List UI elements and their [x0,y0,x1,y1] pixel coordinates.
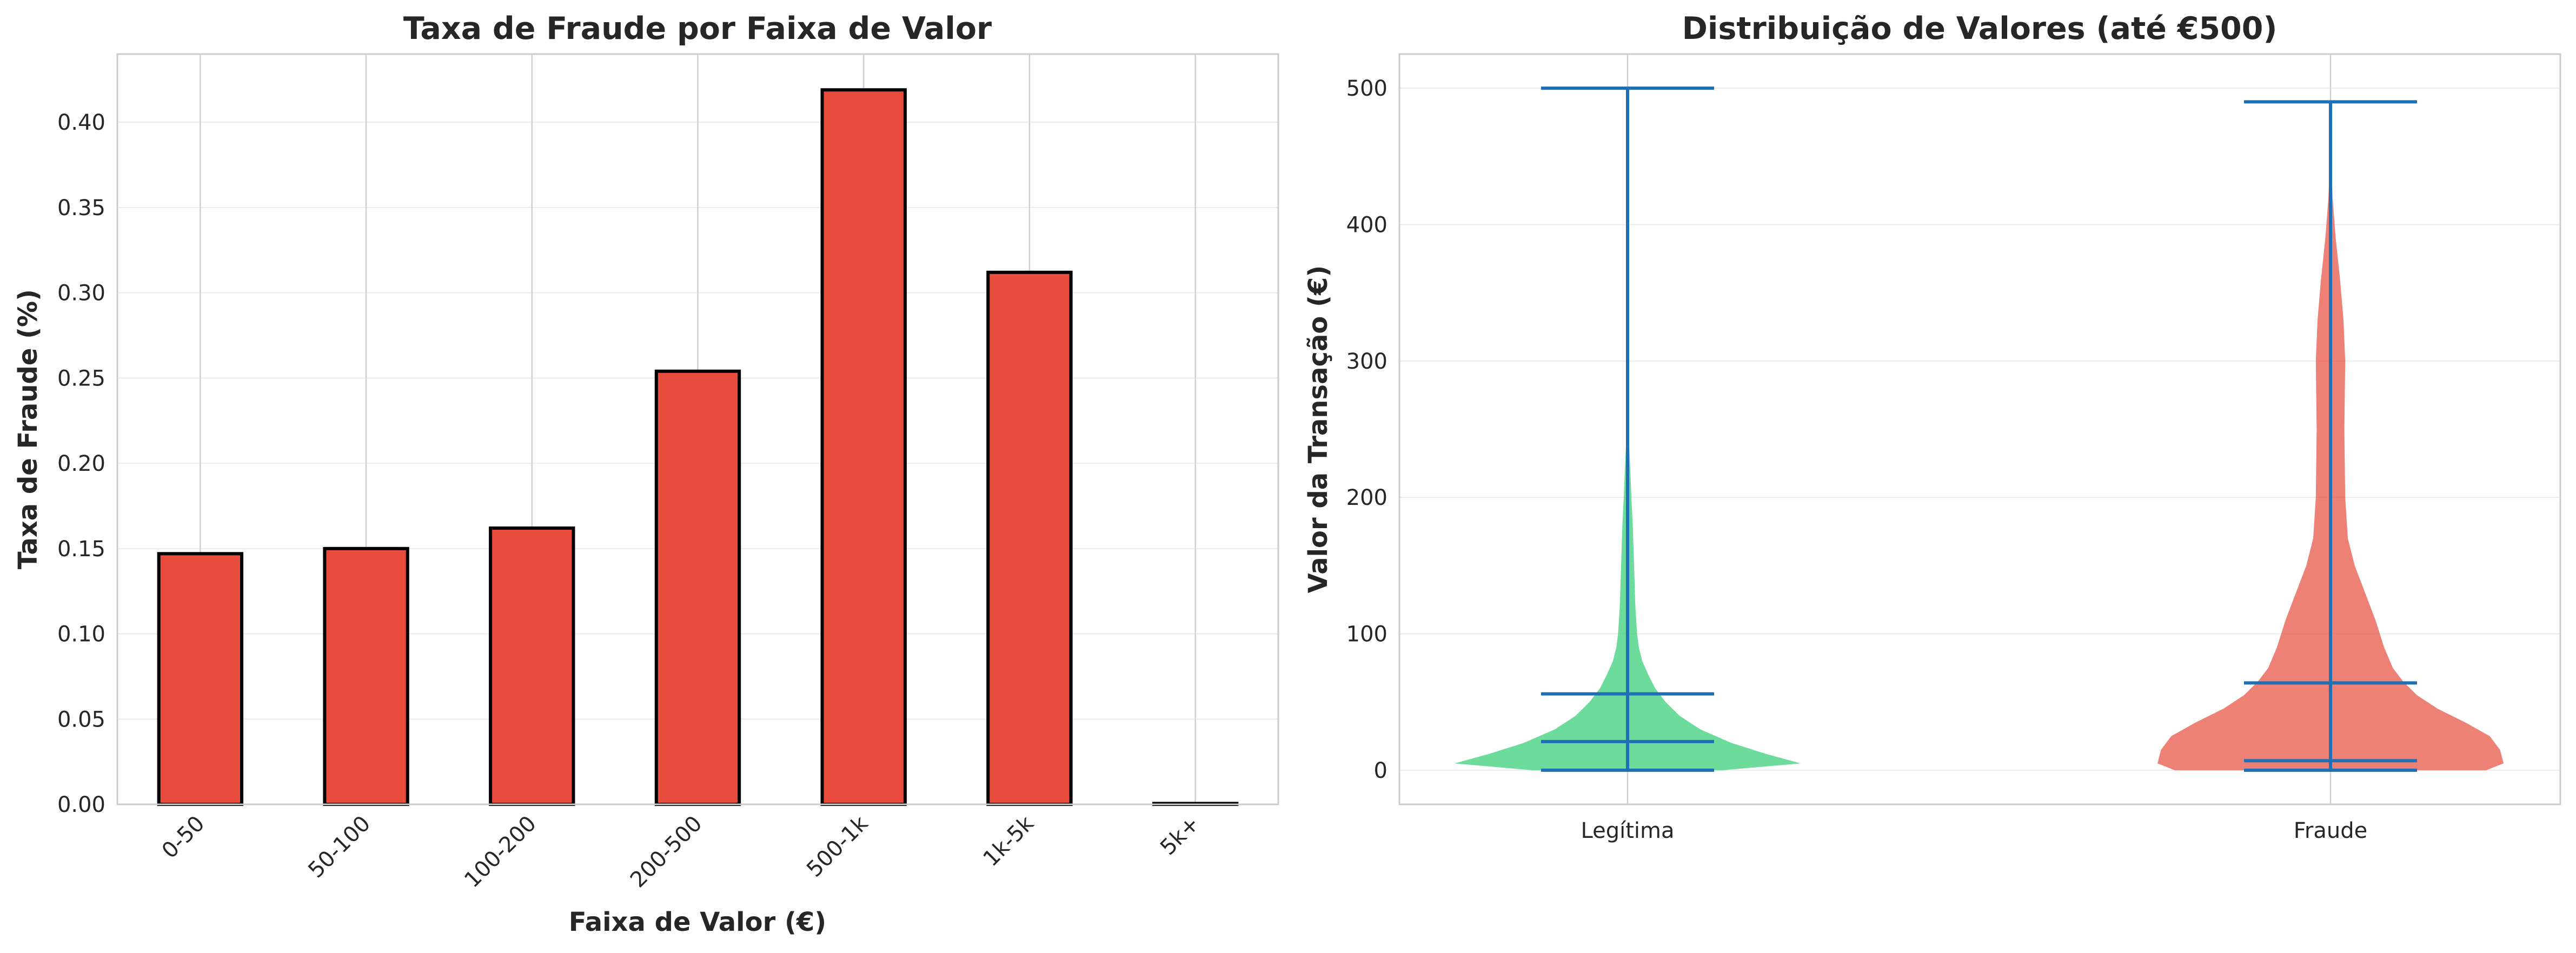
violin-chart-x-ticks: Legítima Fraude [1581,818,2368,843]
y-tick-label: 0.00 [57,792,105,817]
y-tick-label: 0.10 [57,622,105,647]
x-tick-label: Legítima [1581,818,1675,843]
violin-chart-title: Distribuição de Valores (até €500) [1682,11,2278,46]
bar-chart-bars [157,88,1239,807]
bar-chart-x-label: Faixa de Valor (€) [569,907,827,937]
y-tick-label: 0.20 [57,451,105,476]
violin-chart-violins [1455,86,2504,772]
bar-1k-5k [986,270,1073,807]
y-tick-label: 100 [1346,622,1387,647]
bar-500-1k [820,88,907,806]
y-tick-label: 300 [1346,349,1387,374]
violin-chart-y-ticks: 0 100 200 300 400 500 [1346,76,1387,783]
bar-chart-title: Taxa de Fraude por Faixa de Valor [403,11,992,46]
y-tick-label: 0.05 [57,707,105,732]
y-tick-label: 0.25 [57,366,105,391]
y-tick-label: 0.40 [57,110,105,135]
y-tick-label: 0 [1374,758,1387,783]
violin-chart-y-label: Valor da Transação (€) [1303,265,1333,594]
bar-200-500 [654,369,741,806]
bar-chart-frame [116,53,1279,805]
y-tick-label: 400 [1346,212,1387,237]
y-tick-label: 500 [1346,76,1387,101]
y-tick-label: 0.15 [57,537,105,562]
bar-100-200 [489,526,575,806]
y-tick-label: 200 [1346,485,1387,510]
bar-chart-y-label: Taxa de Fraude (%) [13,289,43,569]
x-tick-label: Fraude [2294,818,2367,843]
y-tick-label: 0.30 [57,281,105,306]
violin-chart-frame [1398,53,2561,805]
y-tick-label: 0.35 [57,196,105,221]
bar-50-100 [323,547,409,806]
bar-chart-y-ticks: 0.00 0.05 0.10 0.15 0.20 0.25 0.30 0.35 0.40 [57,110,105,817]
violin-chart-panel: Distribuição de Valores (até €500) 0 100 2… [1303,11,2561,843]
bar-0-50 [157,552,244,807]
